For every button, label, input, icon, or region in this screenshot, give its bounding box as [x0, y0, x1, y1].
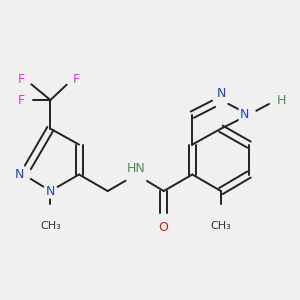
Text: F: F [18, 94, 25, 106]
Text: HN: HN [127, 161, 146, 175]
Text: N: N [14, 168, 24, 181]
Text: CH₃: CH₃ [40, 221, 61, 231]
Text: N: N [46, 184, 55, 198]
Text: H: H [276, 94, 286, 106]
Text: F: F [18, 73, 25, 85]
Text: N: N [240, 108, 249, 121]
Text: N: N [216, 87, 226, 100]
Text: CH₃: CH₃ [211, 221, 231, 231]
Text: F: F [73, 73, 80, 85]
Text: O: O [159, 221, 169, 234]
